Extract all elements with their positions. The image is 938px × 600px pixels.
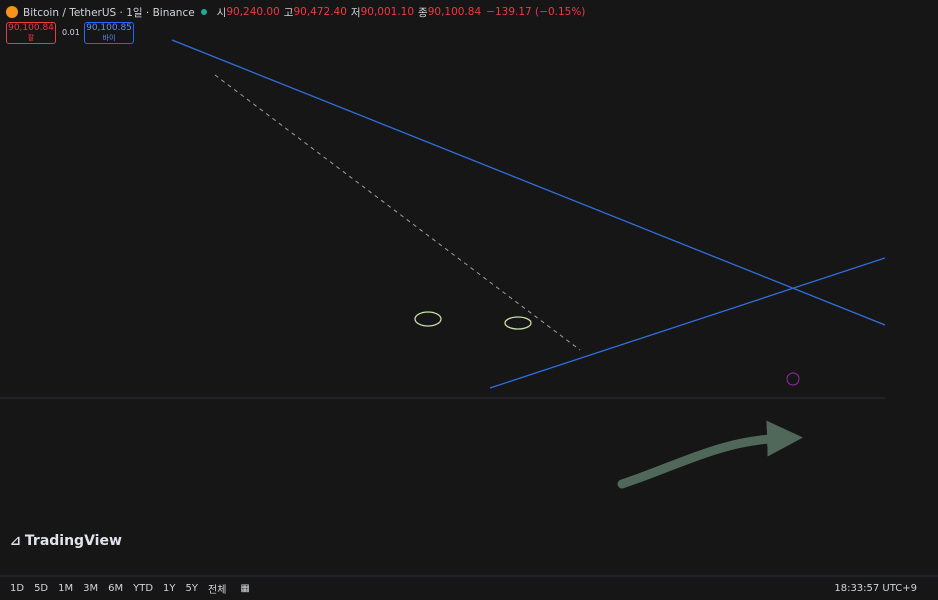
ohlc-value: 90,100.84	[427, 6, 482, 18]
ohlc-key: 저	[350, 6, 361, 19]
buy-price: 90,100.85	[86, 23, 132, 33]
sell-button[interactable]: 90,100.84 팔	[6, 22, 56, 44]
drawings	[171, 39, 885, 389]
spread: 0.01	[62, 28, 80, 37]
ohlc-value: 90,240.00	[226, 6, 280, 18]
logo-mark: ⊿	[10, 533, 21, 549]
logo-text: TradingView	[24, 533, 122, 549]
status-dot	[200, 9, 207, 15]
clock: 18:33:57 UTC+9	[834, 583, 917, 594]
ohlc-key: 고	[283, 6, 294, 19]
ellipse	[504, 316, 532, 330]
price-scale-bg	[885, 0, 938, 576]
range-button[interactable]: 5D	[34, 583, 49, 594]
trend-line	[171, 39, 885, 326]
coin-icon	[6, 6, 18, 18]
toolbar: 1D 5D 1M 3M 6M YTD 1Y 5Y 전체 ▦ 18:33:57 U…	[0, 577, 938, 600]
buy-label: 바이	[102, 34, 116, 42]
range-button[interactable]: 1M	[58, 583, 74, 594]
change: −139.17 (−0.15%)	[486, 6, 586, 18]
range-button[interactable]: 1D	[10, 583, 25, 594]
symbol-title[interactable]: Bitcoin / TetherUS · 1일 · Binance	[23, 6, 195, 19]
range-button[interactable]: 6M	[108, 583, 124, 594]
range-button[interactable]: 전체	[208, 585, 227, 596]
logo: ⊿ TradingView	[10, 533, 122, 549]
range-button[interactable]: YTD	[133, 583, 154, 594]
sell-label: 팔	[27, 34, 35, 42]
sell-price: 90,100.84	[8, 23, 54, 33]
ohlc-key: 시	[216, 6, 227, 19]
trend-line	[489, 257, 885, 389]
ohlc-value: 90,472.40	[293, 6, 347, 18]
buy-button[interactable]: 90,100.85 바이	[84, 22, 134, 44]
alert-icon[interactable]	[786, 372, 800, 386]
ohlc-key: 종	[418, 6, 428, 19]
range-button[interactable]: 5Y	[185, 583, 199, 594]
dashed-line	[214, 74, 581, 351]
header: Bitcoin / TetherUS · 1일 · Binance 시 90,24…	[0, 3, 585, 21]
ohlc-value: 90,001.10	[360, 6, 415, 18]
trend-arrow	[617, 420, 803, 489]
ellipse	[414, 311, 442, 327]
calendar-icon[interactable]: ▦	[240, 583, 250, 594]
range-button[interactable]: 1Y	[163, 583, 176, 594]
range-button[interactable]: 3M	[83, 583, 99, 594]
